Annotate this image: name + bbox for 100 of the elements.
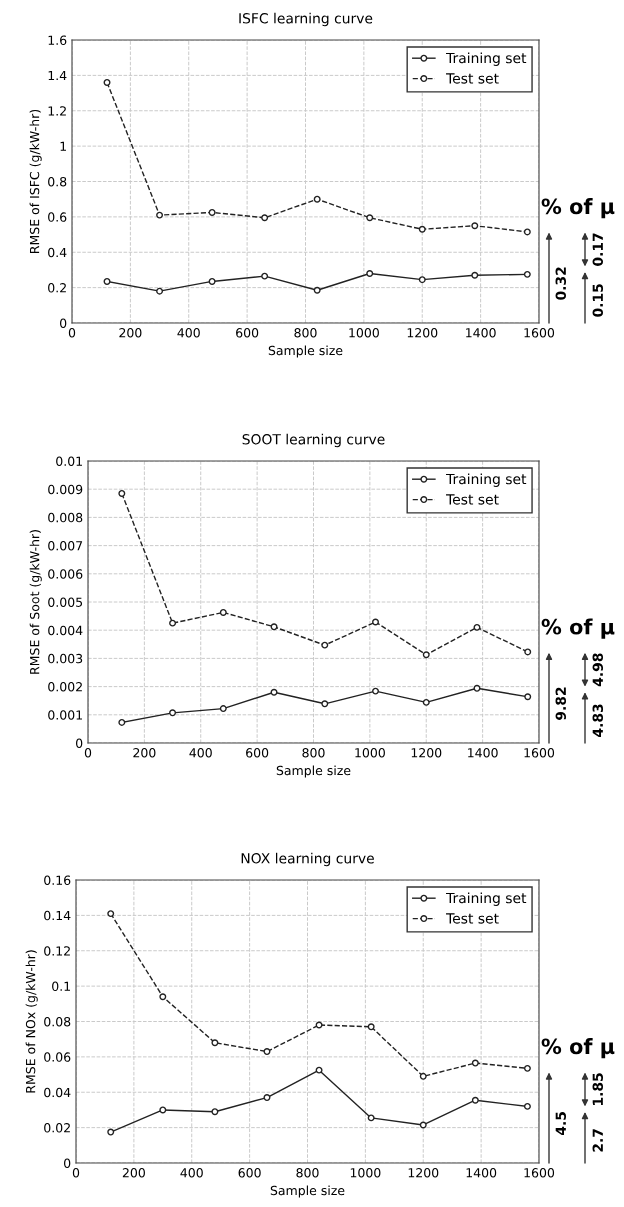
x-tick-label: 200	[122, 1168, 145, 1178]
point	[471, 222, 479, 230]
legend-label: Test set	[446, 73, 499, 84]
x-tick-label: 1400	[466, 1168, 497, 1178]
point	[270, 623, 278, 631]
y-tick-label: 0.6	[48, 212, 67, 222]
point	[261, 214, 269, 222]
point	[211, 1108, 219, 1116]
x-tick-label: 800	[294, 328, 317, 338]
text: 4.83	[592, 704, 604, 737]
x-tick-label: 1000	[355, 748, 385, 758]
y-tick-label: 0.16	[44, 875, 71, 885]
point	[418, 276, 426, 284]
point	[367, 1114, 375, 1122]
point	[211, 1039, 219, 1047]
y-axis-title: RMSE of ISFC (g/kW-hr)	[29, 109, 42, 253]
x-tick-label: 800	[302, 748, 325, 758]
text: 0.15	[592, 284, 604, 317]
text: % of μ	[541, 1038, 615, 1059]
point	[523, 1064, 531, 1072]
chart-title: SOOT learning curve	[242, 433, 385, 448]
point	[219, 705, 227, 713]
point	[118, 489, 126, 497]
point	[107, 910, 115, 918]
point	[263, 1094, 271, 1102]
point	[422, 698, 430, 706]
y-tick-label: 0.02	[44, 1123, 70, 1133]
legend-label: Training set	[446, 892, 527, 906]
point	[208, 208, 216, 216]
point	[313, 195, 321, 203]
x-tick-label: 1200	[411, 748, 442, 758]
x-tick-label: 1600	[524, 1168, 555, 1178]
x-tick-label: 800	[296, 1168, 319, 1178]
y-tick-label: 0.06	[44, 1052, 71, 1062]
legend-label: Training set	[446, 52, 527, 66]
y-tick-label: 0.008	[48, 512, 83, 523]
point	[372, 687, 379, 695]
chart-title: NOX learning curve	[241, 852, 374, 867]
y-tick-label: 0.4	[48, 247, 67, 258]
point	[169, 619, 177, 627]
x-axis-title: Sample size	[276, 765, 351, 778]
text: 4.98	[592, 653, 604, 687]
point	[372, 618, 379, 626]
y-tick-label: 0.006	[48, 569, 83, 579]
x-tick-label: 1000	[350, 1168, 381, 1178]
x-tick-label: 400	[177, 328, 200, 338]
point	[473, 684, 481, 692]
point	[471, 271, 479, 279]
point	[107, 1128, 115, 1136]
y-tick-label: 0	[64, 1158, 71, 1168]
y-tick-label: 0.08	[44, 1016, 71, 1027]
x-tick-label: 1000	[349, 328, 379, 338]
x-tick-label: 200	[119, 328, 142, 338]
y-tick-label: 0.2	[48, 283, 66, 293]
text: % of μ	[541, 198, 615, 219]
x-axis-title: Sample size	[268, 345, 343, 358]
point	[366, 214, 374, 222]
x-tick-label: 1200	[407, 328, 438, 338]
y-tick-label: 1.2	[48, 106, 66, 116]
point	[419, 1072, 427, 1080]
y-tick-label: 1.6	[48, 35, 67, 45]
y-tick-label: 1.4	[48, 71, 67, 81]
y-tick-label: 0.12	[44, 946, 70, 956]
x-tick-label: 1400	[468, 748, 498, 758]
point	[422, 651, 430, 659]
y-tick-label: 0.003	[48, 653, 83, 664]
x-tick-label: 400	[180, 1168, 203, 1178]
y-axis-title: RMSE of NOx (g/kW-hr)	[25, 950, 38, 1093]
x-tick-label: 0	[84, 748, 92, 758]
point	[261, 272, 269, 280]
point	[263, 1048, 271, 1056]
y-tick-label: 0.04	[44, 1087, 71, 1098]
y-tick-label: 0	[76, 738, 83, 748]
point	[321, 641, 329, 649]
point	[315, 1066, 323, 1074]
y-tick-label: 0.8	[48, 176, 67, 187]
x-tick-label: 1600	[524, 328, 555, 338]
point	[118, 718, 126, 726]
x-tick-label: 600	[246, 748, 269, 758]
point	[524, 648, 532, 656]
point	[159, 993, 167, 1001]
x-tick-label: 200	[133, 748, 156, 758]
y-axis-title: RMSE of Soot (g/kW-hr)	[29, 530, 42, 674]
x-tick-label: 600	[236, 328, 259, 338]
y-tick-label: 0.001	[48, 710, 82, 720]
point	[156, 211, 164, 219]
y-tick-label: 1	[60, 141, 66, 151]
y-tick-label: 0.005	[48, 597, 83, 607]
point	[270, 688, 278, 696]
text: 2.7	[592, 1129, 603, 1152]
legend-label: Test set	[446, 494, 499, 505]
point	[169, 709, 177, 717]
legend-label: Training set	[446, 473, 527, 487]
y-tick-label: 0.14	[44, 910, 71, 921]
x-tick-label: 600	[238, 1168, 261, 1178]
point	[219, 608, 227, 616]
point	[471, 1059, 479, 1067]
x-tick-label: 1200	[408, 1168, 439, 1178]
text: 1.85	[592, 1073, 604, 1105]
point	[313, 286, 321, 294]
